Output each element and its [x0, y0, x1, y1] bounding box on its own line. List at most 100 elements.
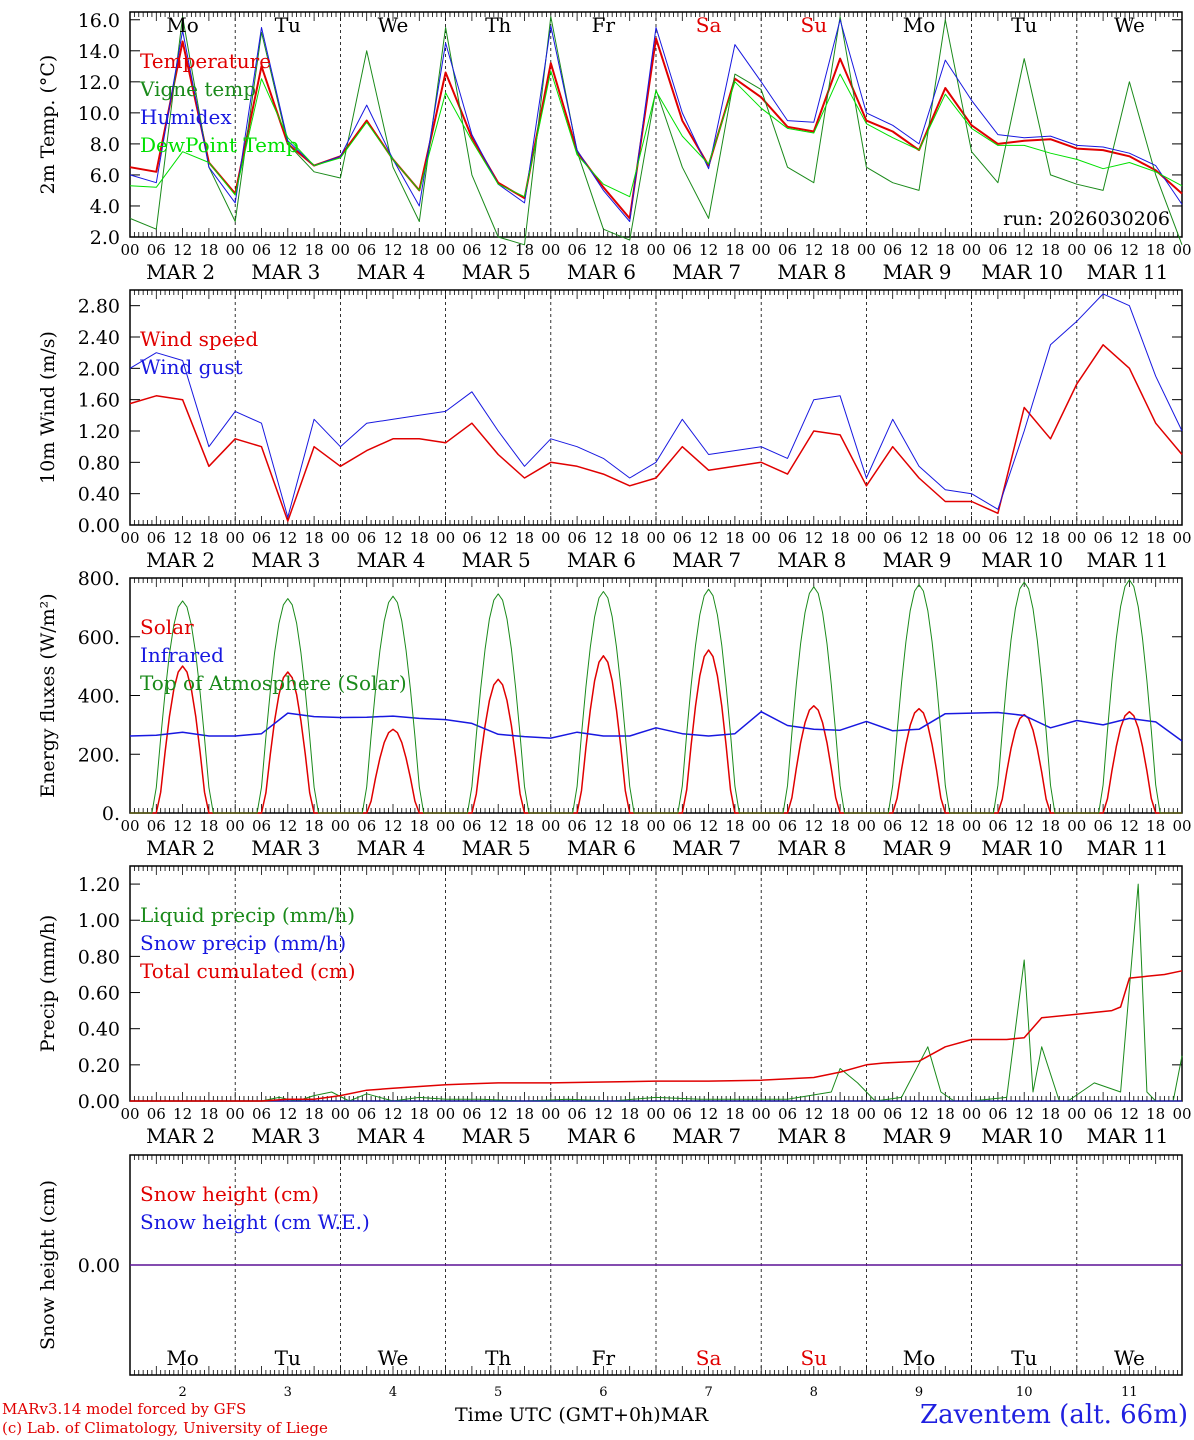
- hour-tick-label: 12: [173, 529, 192, 547]
- date-label: MAR 11: [1087, 260, 1169, 284]
- model-credit: MARv3.14 model forced by GFS: [2, 1400, 247, 1418]
- date-number-label: 10: [1016, 1385, 1033, 1400]
- hour-tick-label: 06: [673, 529, 692, 547]
- series-infrared: [129, 710, 1183, 742]
- y-tick-label: 0.00: [78, 1091, 120, 1113]
- hour-tick-label: 18: [199, 241, 218, 259]
- hour-tick-label: 00: [962, 1105, 981, 1123]
- y-tick-label: 200.: [78, 744, 120, 766]
- y-axis-label: Snow height (cm): [37, 1180, 59, 1350]
- date-label: MAR 10: [981, 836, 1063, 860]
- hour-tick-label: 06: [568, 529, 587, 547]
- hour-tick-label: 12: [383, 529, 402, 547]
- hour-tick-label: 00: [541, 817, 560, 835]
- weekday-label: Sa: [696, 1346, 722, 1370]
- date-label: MAR 9: [882, 548, 951, 572]
- legend-entry: DewPoint Temp: [140, 133, 299, 157]
- hour-tick-label: 18: [1041, 529, 1060, 547]
- hour-tick-label: 12: [173, 817, 192, 835]
- legend-entry: Wind gust: [140, 355, 243, 379]
- date-label: MAR 7: [672, 836, 741, 860]
- y-tick-label: 1.00: [78, 910, 120, 932]
- meteogram: 2.0 4.0 6.0 8.0 10.0 12.0 14.0 16.0 2m Temp. (°C…: [37, 10, 1192, 1400]
- hour-tick-label: 12: [594, 241, 613, 259]
- y-tick-label: 0.00: [78, 1255, 120, 1277]
- date-label: MAR 7: [672, 548, 741, 572]
- date-label: MAR 11: [1087, 836, 1169, 860]
- hour-tick-label: 18: [936, 241, 955, 259]
- hour-tick-label: 00: [646, 1105, 665, 1123]
- date-label: MAR 6: [567, 1124, 636, 1148]
- hour-tick-label: 18: [1041, 1105, 1060, 1123]
- y-axis-label: 10m Wind (m/s): [37, 331, 59, 484]
- hour-tick-label: 12: [278, 817, 297, 835]
- date-label: MAR 6: [567, 260, 636, 284]
- hour-tick-label: 12: [173, 241, 192, 259]
- date-label: MAR 4: [356, 1124, 425, 1148]
- hour-tick-label: 12: [699, 817, 718, 835]
- weekday-label: Tu: [275, 1346, 301, 1370]
- legend-entry: Total cumulated (cm): [140, 959, 356, 983]
- date-label: MAR 2: [146, 260, 215, 284]
- y-tick-label: 2.40: [78, 327, 120, 349]
- date-label: MAR 9: [882, 260, 951, 284]
- date-label: MAR 10: [981, 260, 1063, 284]
- hour-tick-label: 06: [883, 529, 902, 547]
- hour-tick-label: 12: [594, 817, 613, 835]
- hour-tick-label: 06: [778, 241, 797, 259]
- hour-tick-label: 06: [883, 817, 902, 835]
- y-tick-label: 6.0: [90, 165, 120, 187]
- hour-tick-label: 12: [489, 529, 508, 547]
- hour-tick-label: 00: [857, 529, 876, 547]
- hour-tick-label: 00: [120, 1105, 139, 1123]
- hour-tick-label: 12: [383, 1105, 402, 1123]
- date-label: MAR 8: [777, 836, 846, 860]
- date-number-label: 3: [284, 1385, 292, 1400]
- y-axis-label: Energy fluxes (W/m²): [37, 593, 59, 797]
- series-top-of-atmosphere-solar-: [130, 579, 1182, 814]
- hour-tick-label: 00: [962, 241, 981, 259]
- hour-tick-label: 18: [305, 241, 324, 259]
- hour-tick-label: 12: [278, 241, 297, 259]
- date-label: MAR 6: [567, 836, 636, 860]
- time-axis-month: MAR: [660, 1404, 709, 1426]
- hour-tick-label: 00: [226, 1105, 245, 1123]
- series-wind-gust: [129, 293, 1183, 518]
- hour-tick-label: 00: [752, 529, 771, 547]
- hour-tick-label: 12: [699, 1105, 718, 1123]
- time-axis-label: Time UTC (GMT+0h): [455, 1404, 661, 1426]
- hour-tick-label: 00: [120, 817, 139, 835]
- hour-tick-label: 06: [568, 817, 587, 835]
- hour-tick-label: 06: [462, 529, 481, 547]
- hour-tick-label: 12: [909, 241, 928, 259]
- hour-tick-label: 06: [147, 529, 166, 547]
- hour-tick-label: 06: [1094, 241, 1113, 259]
- weekday-label: Mo: [166, 1346, 199, 1370]
- date-label: MAR 7: [672, 1124, 741, 1148]
- hour-tick-label: 06: [1094, 817, 1113, 835]
- hour-tick-label: 18: [515, 241, 534, 259]
- weekday-label: Tu: [1011, 13, 1037, 37]
- hour-tick-label: 12: [489, 241, 508, 259]
- hour-tick-label: 06: [462, 241, 481, 259]
- station-name: Zaventem (alt. 66m): [920, 1400, 1188, 1430]
- hour-tick-label: 00: [646, 529, 665, 547]
- y-tick-label: 0.40: [78, 484, 120, 506]
- hour-tick-label: 00: [962, 817, 981, 835]
- hour-tick-label: 12: [383, 817, 402, 835]
- hour-tick-label: 00: [1067, 817, 1086, 835]
- hour-tick-label: 00: [331, 241, 350, 259]
- hour-tick-label: 18: [1041, 817, 1060, 835]
- hour-tick-label: 00: [541, 529, 560, 547]
- weekday-label: Fr: [592, 13, 616, 37]
- hour-tick-label: 00: [857, 817, 876, 835]
- hour-tick-label: 06: [988, 241, 1007, 259]
- weekday-label: Fr: [592, 1346, 616, 1370]
- weekday-label: Mo: [166, 13, 199, 37]
- hour-tick-label: 18: [831, 817, 850, 835]
- hour-tick-label: 00: [1067, 529, 1086, 547]
- hour-tick-label: 06: [1094, 529, 1113, 547]
- y-tick-label: 10.0: [78, 103, 120, 125]
- date-label: MAR 10: [981, 548, 1063, 572]
- hour-tick-label: 00: [752, 817, 771, 835]
